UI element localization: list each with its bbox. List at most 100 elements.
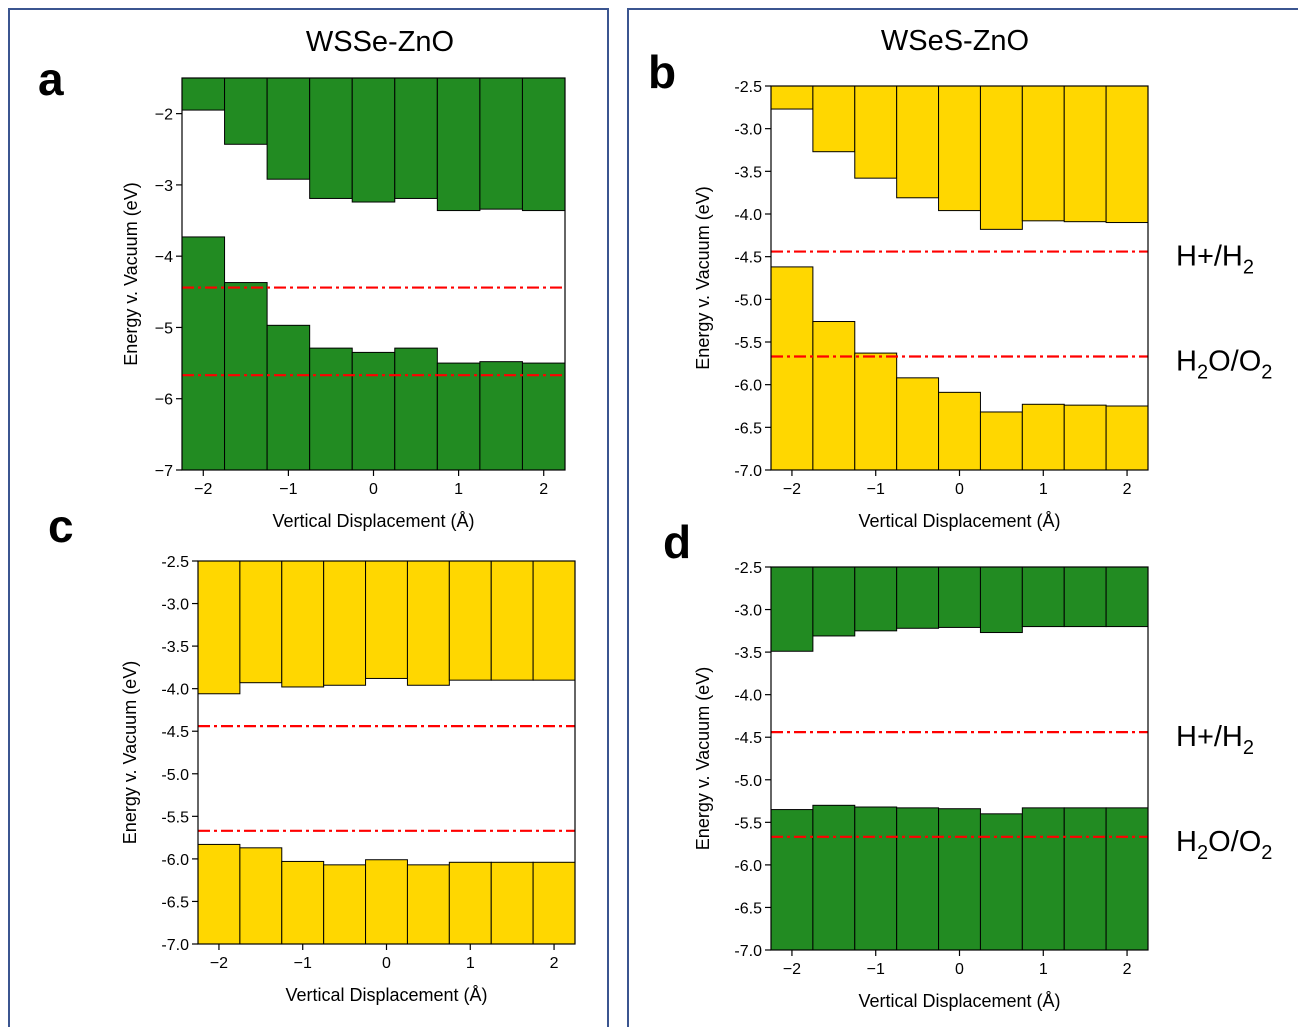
x-tick-label: 2 [1123, 961, 1132, 978]
cbm-bar [181, 77, 226, 111]
cbm-bar [532, 560, 576, 681]
y-tick-label: -3.0 [734, 122, 762, 139]
x-tick-label: 0 [382, 955, 391, 972]
y-tick-label: -4.5 [161, 724, 189, 741]
vbm-bar [979, 813, 1023, 951]
x-tick-label: 1 [1039, 481, 1048, 498]
cbm-bar [1021, 566, 1065, 628]
cbm-bar [1021, 85, 1065, 222]
x-tick-label: −1 [279, 481, 297, 498]
vbm-bar [896, 807, 940, 951]
cbm-bar [309, 77, 353, 199]
y-tick-label: -5.0 [161, 767, 189, 784]
cbm-bar [436, 77, 481, 212]
y-tick-label: -6.0 [734, 858, 762, 875]
vbm-bar [323, 864, 367, 945]
cbm-bar [365, 560, 408, 679]
cbm-bar [770, 566, 814, 652]
y-tick-label: -3.5 [734, 164, 762, 181]
y-axis-label: Energy v. Vacuum (eV) [120, 661, 140, 844]
ref-label-oxygen: H2O/O2 [1176, 346, 1272, 384]
panel-letter: a [38, 53, 64, 105]
cbm-bar [266, 77, 311, 180]
vbm-bar [1021, 807, 1065, 951]
cbm-bar [224, 77, 268, 145]
x-tick-label: −2 [783, 481, 801, 498]
y-tick-label: -5.5 [734, 815, 762, 832]
y-tick-label: -3.0 [161, 597, 189, 614]
y-tick-label: -5.5 [734, 335, 762, 352]
x-tick-label: 0 [955, 961, 964, 978]
cbm-bar [938, 85, 981, 212]
x-tick-label: −2 [210, 955, 228, 972]
x-axis-label: Vertical Displacement (Å) [858, 991, 1060, 1011]
vbm-bar [448, 861, 492, 945]
vbm-bar [351, 351, 396, 471]
cbm-bar [979, 566, 1023, 634]
cbm-bar [812, 566, 856, 637]
cbm-bar [896, 85, 940, 199]
y-tick-label: -5.0 [734, 773, 762, 790]
y-tick-label: -6.5 [734, 420, 762, 437]
cbm-bar [197, 560, 241, 695]
y-tick-label: −7 [155, 463, 173, 480]
panels: −2 −1 0 1 2 −7 −6 −5 −4 −3 −2 Vertical Displacement… [38, 25, 1272, 1011]
cbm-bar [406, 560, 450, 686]
cbm-bar [351, 77, 396, 203]
vbm-bar [854, 806, 898, 951]
cbm-bar [854, 566, 898, 632]
cbm-bar [1105, 85, 1149, 224]
x-axis-label: Vertical Displacement (Å) [858, 511, 1060, 531]
y-tick-label: -7.0 [734, 463, 762, 480]
x-tick-label: 2 [550, 955, 559, 972]
panel-letter: c [48, 500, 74, 552]
panel-letter: d [663, 516, 691, 568]
cbm-bar [323, 560, 367, 686]
y-tick-label: −4 [155, 249, 173, 266]
vbm-bar [406, 864, 450, 945]
y-tick-label: -6.0 [161, 852, 189, 869]
vbm-bar [266, 324, 311, 471]
chart-title: WSeS-ZnO [881, 25, 1029, 57]
vbm-bar [239, 847, 283, 945]
ref-label-hydrogen: H+/H2 [1176, 241, 1254, 279]
cbm-bar [479, 77, 523, 210]
cbm-bar [770, 85, 814, 110]
cbm-bar [854, 85, 898, 179]
vbm-bar [532, 861, 576, 945]
vbm-bar [1021, 403, 1065, 471]
cbm-bar [1105, 566, 1149, 628]
vbm-bar [479, 361, 523, 471]
chart-title: WSSe-ZnO [306, 26, 454, 58]
vbm-bar [394, 347, 438, 471]
x-tick-label: 2 [539, 481, 548, 498]
vbm-bar [854, 352, 898, 471]
y-tick-label: -6.5 [734, 900, 762, 917]
vbm-bar [770, 266, 814, 471]
panel-b: −2 −1 0 1 2 -7.0 -6.5 -6.0 -5.5 -5.0 -4.5 -4.0 -3.5 -… [648, 25, 1272, 531]
cbm-bar [1063, 566, 1107, 628]
vbm-bar [281, 860, 325, 945]
cbm-bar [938, 566, 981, 628]
vbm-bar [812, 804, 856, 951]
panel-frame-left [8, 8, 609, 1027]
y-axis-label: Energy v. Vacuum (eV) [693, 667, 713, 850]
vbm-bar [1063, 807, 1107, 951]
vbm-bar [181, 236, 226, 471]
y-tick-label: −6 [155, 392, 173, 409]
y-tick-label: -2.5 [734, 560, 762, 577]
cbm-bar [896, 566, 940, 629]
panel-a: −2 −1 0 1 2 −7 −6 −5 −4 −3 −2 Vertical Displacement… [38, 26, 566, 531]
x-tick-label: 1 [1039, 961, 1048, 978]
x-tick-label: −1 [867, 481, 885, 498]
cbm-bar [521, 77, 566, 212]
x-tick-label: 1 [466, 955, 475, 972]
x-axis-label: Vertical Displacement (Å) [285, 985, 487, 1005]
y-tick-label: -4.0 [734, 688, 762, 705]
y-tick-label: -2.5 [161, 554, 189, 571]
y-tick-label: -7.0 [734, 943, 762, 960]
vbm-bar [1105, 807, 1149, 951]
ref-label-oxygen: H2O/O2 [1176, 826, 1272, 864]
y-tick-label: -6.5 [161, 894, 189, 911]
